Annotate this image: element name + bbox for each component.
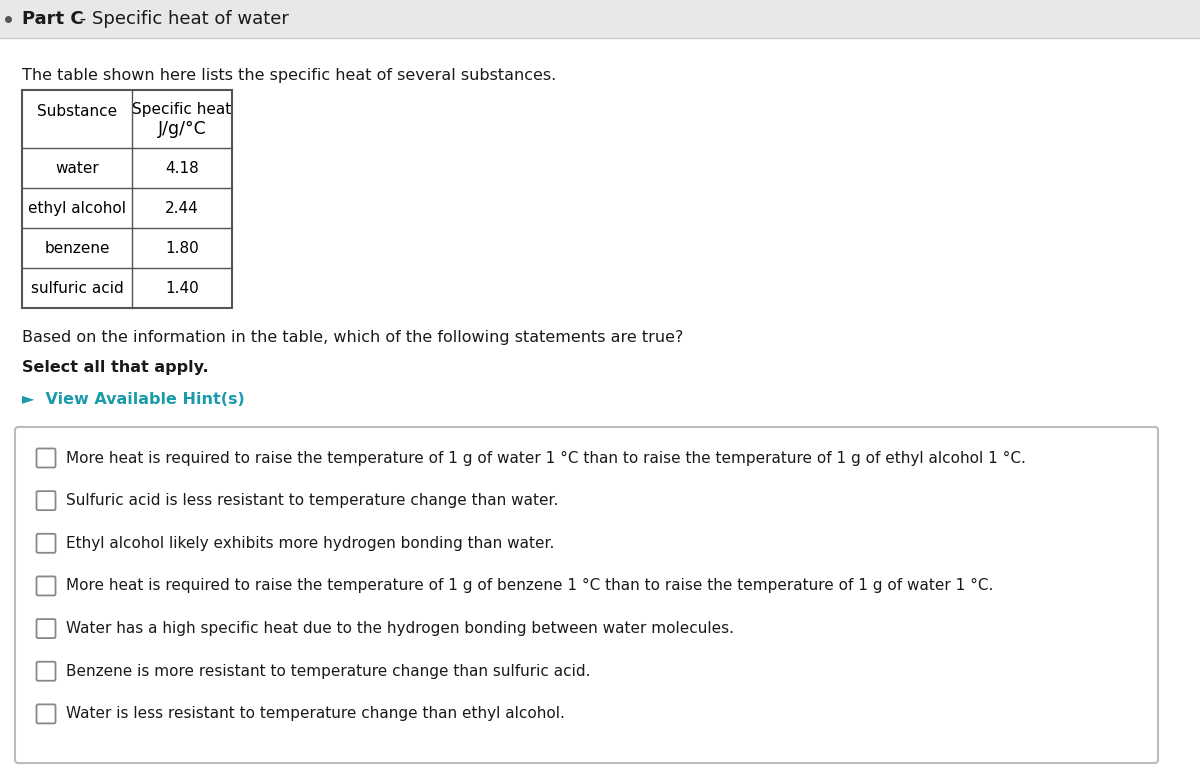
FancyBboxPatch shape bbox=[36, 704, 55, 724]
Text: 1.40: 1.40 bbox=[166, 280, 199, 295]
FancyBboxPatch shape bbox=[36, 619, 55, 638]
Text: Specific heat: Specific heat bbox=[132, 101, 232, 117]
Text: Select all that apply.: Select all that apply. bbox=[22, 360, 209, 375]
Text: water: water bbox=[55, 160, 98, 175]
Text: sulfuric acid: sulfuric acid bbox=[31, 280, 124, 295]
Text: Water has a high specific heat due to the hydrogen bonding between water molecul: Water has a high specific heat due to th… bbox=[66, 621, 734, 636]
Text: Benzene is more resistant to temperature change than sulfuric acid.: Benzene is more resistant to temperature… bbox=[66, 664, 590, 679]
Text: Water is less resistant to temperature change than ethyl alcohol.: Water is less resistant to temperature c… bbox=[66, 707, 565, 721]
Bar bbox=[22, 90, 232, 308]
Text: benzene: benzene bbox=[44, 241, 109, 256]
FancyBboxPatch shape bbox=[36, 661, 55, 681]
FancyBboxPatch shape bbox=[36, 576, 55, 595]
Text: 4.18: 4.18 bbox=[166, 160, 199, 175]
Text: J/g/°C: J/g/°C bbox=[157, 120, 206, 138]
Text: Part C: Part C bbox=[22, 10, 84, 28]
Text: 1.80: 1.80 bbox=[166, 241, 199, 256]
Text: - Specific heat of water: - Specific heat of water bbox=[74, 10, 289, 28]
FancyBboxPatch shape bbox=[36, 449, 55, 467]
Text: Ethyl alcohol likely exhibits more hydrogen bonding than water.: Ethyl alcohol likely exhibits more hydro… bbox=[66, 536, 554, 551]
Text: 2.44: 2.44 bbox=[166, 200, 199, 216]
Text: ►  View Available Hint(s): ► View Available Hint(s) bbox=[22, 392, 245, 407]
Text: More heat is required to raise the temperature of 1 g of water 1 °C than to rais: More heat is required to raise the tempe… bbox=[66, 450, 1026, 466]
Text: Substance: Substance bbox=[37, 104, 118, 118]
Bar bbox=[0, 0, 1200, 38]
Text: Based on the information in the table, which of the following statements are tru: Based on the information in the table, w… bbox=[22, 330, 683, 345]
FancyBboxPatch shape bbox=[36, 534, 55, 553]
FancyBboxPatch shape bbox=[36, 491, 55, 510]
Text: ethyl alcohol: ethyl alcohol bbox=[28, 200, 126, 216]
Text: Sulfuric acid is less resistant to temperature change than water.: Sulfuric acid is less resistant to tempe… bbox=[66, 493, 558, 508]
Text: More heat is required to raise the temperature of 1 g of benzene 1 °C than to ra: More heat is required to raise the tempe… bbox=[66, 579, 994, 594]
FancyBboxPatch shape bbox=[14, 427, 1158, 763]
Text: The table shown here lists the specific heat of several substances.: The table shown here lists the specific … bbox=[22, 68, 557, 83]
